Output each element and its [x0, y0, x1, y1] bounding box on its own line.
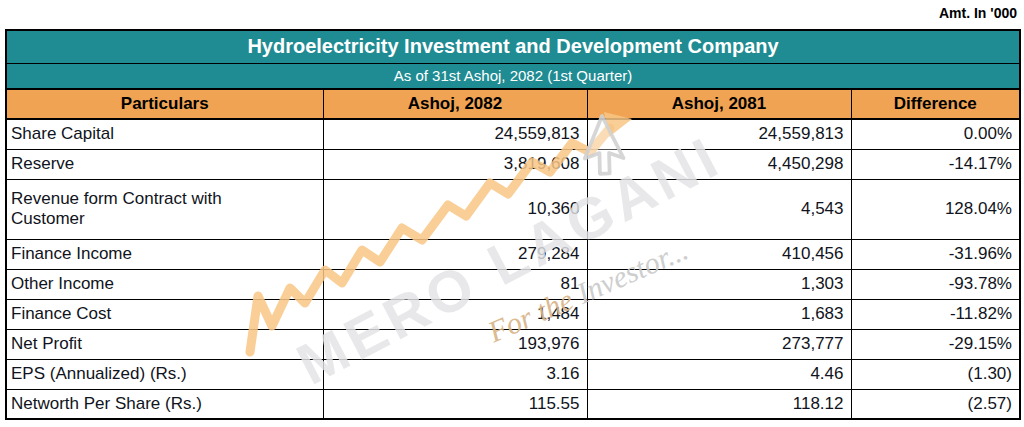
subtitle-row: As of 31st Ashoj, 2082 (1st Quarter)	[6, 63, 1020, 89]
value-2081-cell: 273,777	[587, 329, 851, 359]
report-period-subtitle: As of 31st Ashoj, 2082 (1st Quarter)	[6, 63, 1020, 89]
column-header-difference: Difference	[851, 89, 1020, 119]
column-header-row: ParticularsAshoj, 2082Ashoj, 2081Differe…	[6, 89, 1020, 119]
row-label: Net Profit	[11, 334, 82, 354]
difference-cell: 0.00%	[851, 119, 1020, 149]
column-header-particulars: Particulars	[6, 89, 323, 119]
table-row: Finance Cost 1,4841,683-11.82%	[6, 299, 1020, 329]
title-row: Hydroelectricity Investment and Developm…	[6, 30, 1020, 63]
row-label-cell: Finance Income	[6, 239, 323, 269]
value-2081-cell: 4.46	[587, 359, 851, 389]
value-2082-cell: 279,284	[323, 239, 587, 269]
value-2081-cell: 1,303	[587, 269, 851, 299]
row-label: Revenue form Contract with Customer	[11, 189, 283, 228]
table-row: Share Capital24,559,81324,559,8130.00%	[6, 119, 1020, 149]
row-label: Finance Cost	[11, 304, 111, 324]
difference-cell: (1.30)	[851, 359, 1020, 389]
row-label-cell: Share Capital	[6, 119, 323, 149]
value-2081-cell: 410,456	[587, 239, 851, 269]
table-row: Other Income 811,303-93.78%	[6, 269, 1020, 299]
row-label-cell: EPS (Annualized) (Rs.)	[6, 359, 323, 389]
row-label: Share Capital	[11, 124, 114, 144]
value-2082-cell: 81	[323, 269, 587, 299]
row-label: Reserve	[11, 154, 74, 174]
column-header-ashoj-2082: Ashoj, 2082	[323, 89, 587, 119]
row-label: Other Income	[11, 274, 114, 294]
row-label-cell: Other Income	[6, 269, 323, 299]
table-row: Net Profit 193,976273,777-29.15%	[6, 329, 1020, 359]
value-2081-cell: 24,559,813	[587, 119, 851, 149]
value-2081-cell: 4,450,298	[587, 149, 851, 179]
quarterly-financials-table: Hydroelectricity Investment and Developm…	[5, 29, 1021, 420]
value-2082-cell: 24,559,813	[323, 119, 587, 149]
value-2082-cell: 3,819,608	[323, 149, 587, 179]
amount-unit-note: Amt. In '000	[939, 5, 1017, 21]
row-label: EPS (Annualized) (Rs.)	[11, 364, 187, 384]
difference-cell: -14.17%	[851, 149, 1020, 179]
row-label-cell: Reserve	[6, 149, 323, 179]
difference-cell: -29.15%	[851, 329, 1020, 359]
table-row: Networth Per Share (Rs.) 115.55118.12(2.5…	[6, 389, 1020, 419]
table-row: Reserve 3,819,6084,450,298-14.17%	[6, 149, 1020, 179]
row-label-cell: Net Profit	[6, 329, 323, 359]
value-2081-cell: 4,543	[587, 179, 851, 239]
difference-cell: -11.82%	[851, 299, 1020, 329]
row-label-cell: Revenue form Contract with Customer	[6, 179, 323, 239]
financial-report-page: Amt. In '000 Hydroelectricity Investment…	[0, 0, 1024, 427]
row-label: Finance Income	[11, 244, 132, 264]
value-2082-cell: 1,484	[323, 299, 587, 329]
table-row: Revenue form Contract with Customer 10,36…	[6, 179, 1020, 239]
table-row: Finance Income 279,284410,456-31.96%	[6, 239, 1020, 269]
difference-cell: -93.78%	[851, 269, 1020, 299]
difference-cell: -31.96%	[851, 239, 1020, 269]
value-2082-cell: 3.16	[323, 359, 587, 389]
table-row: EPS (Annualized) (Rs.) 3.164.46(1.30)	[6, 359, 1020, 389]
row-label-cell: Finance Cost	[6, 299, 323, 329]
company-title: Hydroelectricity Investment and Developm…	[6, 30, 1020, 63]
difference-cell: 128.04%	[851, 179, 1020, 239]
value-2082-cell: 193,976	[323, 329, 587, 359]
difference-cell: (2.57)	[851, 389, 1020, 419]
column-header-ashoj-2081: Ashoj, 2081	[587, 89, 851, 119]
value-2081-cell: 118.12	[587, 389, 851, 419]
row-label-cell: Networth Per Share (Rs.)	[6, 389, 323, 419]
value-2082-cell: 10,360	[323, 179, 587, 239]
value-2081-cell: 1,683	[587, 299, 851, 329]
row-label: Networth Per Share (Rs.)	[11, 394, 202, 414]
value-2082-cell: 115.55	[323, 389, 587, 419]
